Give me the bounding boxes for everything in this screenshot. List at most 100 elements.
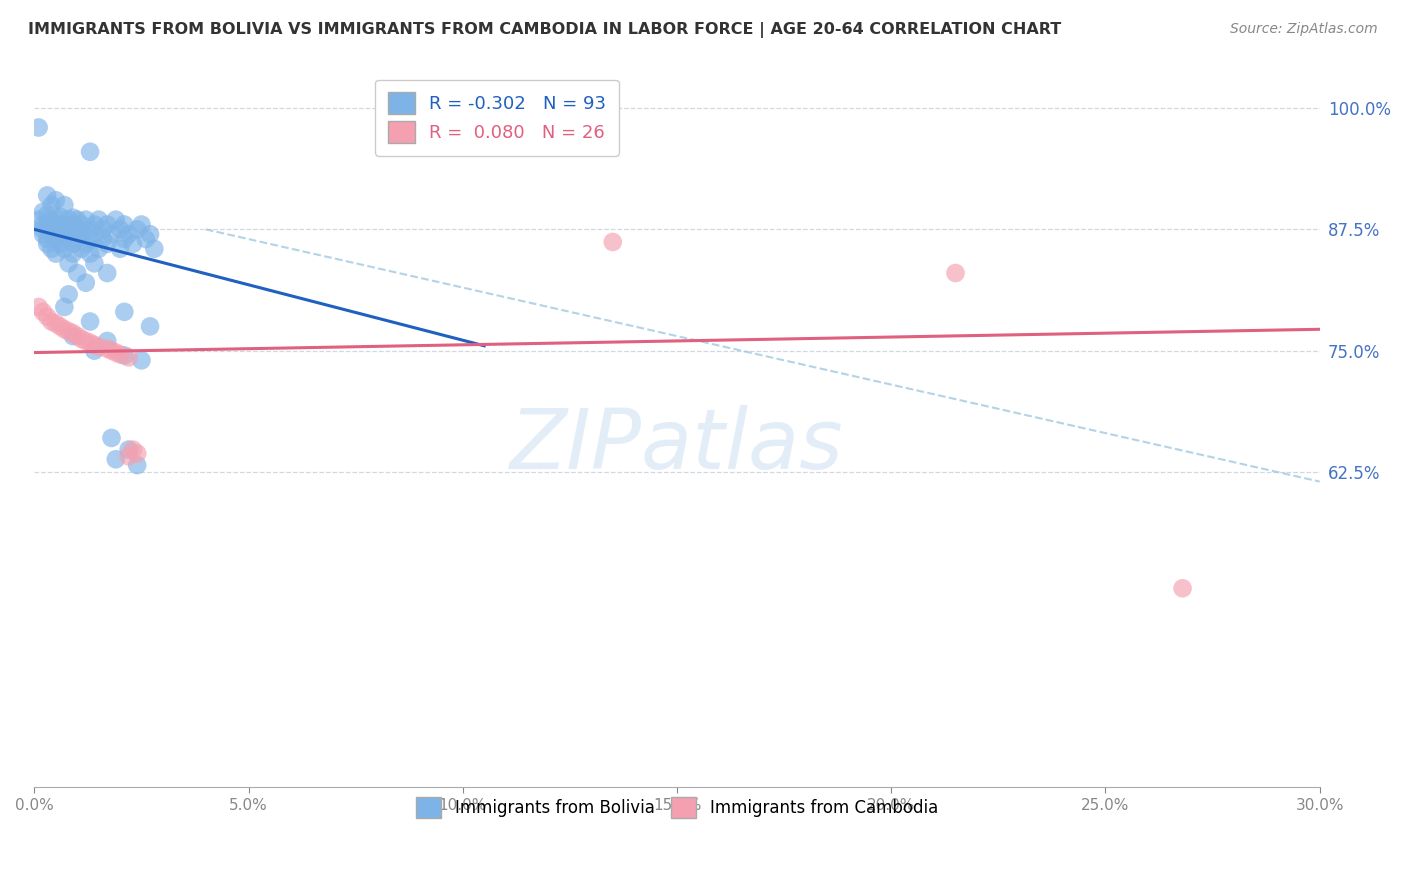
- Point: [66, 222, 89, 236]
- Point: [49, 218, 72, 232]
- Point: [58, 212, 80, 227]
- Point: [41, 242, 63, 256]
- Point: [49, 222, 72, 236]
- Point: [32, 222, 55, 236]
- Point: [139, 227, 162, 242]
- Point: [37, 208, 59, 222]
- Point: [37, 236, 59, 251]
- Point: [87, 212, 110, 227]
- Point: [87, 340, 110, 354]
- Point: [108, 222, 131, 236]
- Point: [131, 218, 153, 232]
- Point: [83, 218, 105, 232]
- Point: [127, 458, 149, 472]
- Point: [91, 222, 114, 236]
- Point: [37, 310, 59, 324]
- Point: [53, 198, 76, 212]
- Point: [127, 222, 149, 236]
- Point: [45, 246, 67, 260]
- Point: [53, 218, 76, 232]
- Point: [112, 232, 135, 246]
- Point: [1171, 582, 1194, 596]
- Point: [79, 335, 101, 350]
- Point: [37, 222, 59, 236]
- Point: [41, 212, 63, 227]
- Point: [131, 353, 153, 368]
- Point: [602, 235, 624, 249]
- Point: [62, 329, 84, 343]
- Point: [53, 232, 76, 246]
- Text: ZIPatlas: ZIPatlas: [510, 405, 844, 486]
- Point: [79, 246, 101, 260]
- Point: [66, 212, 89, 227]
- Point: [27, 120, 49, 135]
- Point: [135, 232, 157, 246]
- Point: [75, 236, 97, 251]
- Point: [45, 194, 67, 208]
- Point: [104, 452, 127, 467]
- Point: [117, 450, 139, 464]
- Point: [45, 218, 67, 232]
- Point: [91, 232, 114, 246]
- Point: [108, 347, 131, 361]
- Point: [75, 212, 97, 227]
- Point: [108, 242, 131, 256]
- Point: [45, 317, 67, 331]
- Point: [79, 232, 101, 246]
- Point: [122, 236, 145, 251]
- Point: [62, 211, 84, 225]
- Point: [96, 266, 118, 280]
- Point: [53, 300, 76, 314]
- Point: [27, 300, 49, 314]
- Point: [32, 305, 55, 319]
- Point: [70, 227, 93, 242]
- Point: [32, 218, 55, 232]
- Point: [70, 242, 93, 256]
- Point: [53, 222, 76, 236]
- Point: [104, 212, 127, 227]
- Point: [83, 338, 105, 352]
- Point: [32, 227, 55, 242]
- Point: [49, 236, 72, 251]
- Point: [37, 218, 59, 232]
- Point: [41, 198, 63, 212]
- Point: [49, 319, 72, 334]
- Point: [62, 246, 84, 260]
- Point: [117, 442, 139, 457]
- Point: [45, 212, 67, 227]
- Point: [100, 431, 122, 445]
- Point: [112, 349, 135, 363]
- Point: [37, 188, 59, 202]
- Point: [117, 227, 139, 242]
- Point: [62, 236, 84, 251]
- Text: Source: ZipAtlas.com: Source: ZipAtlas.com: [1230, 22, 1378, 37]
- Point: [122, 442, 145, 457]
- Point: [62, 218, 84, 232]
- Point: [127, 446, 149, 460]
- Point: [41, 314, 63, 328]
- Legend: Immigrants from Bolivia, Immigrants from Cambodia: Immigrants from Bolivia, Immigrants from…: [408, 789, 946, 826]
- Point: [100, 343, 122, 358]
- Point: [37, 232, 59, 246]
- Point: [83, 227, 105, 242]
- Text: IMMIGRANTS FROM BOLIVIA VS IMMIGRANTS FROM CAMBODIA IN LABOR FORCE | AGE 20-64 C: IMMIGRANTS FROM BOLIVIA VS IMMIGRANTS FR…: [28, 22, 1062, 38]
- Point: [96, 334, 118, 348]
- Point: [96, 218, 118, 232]
- Point: [41, 227, 63, 242]
- Point: [104, 345, 127, 359]
- Point: [79, 314, 101, 328]
- Point: [58, 324, 80, 338]
- Point: [70, 218, 93, 232]
- Point: [87, 242, 110, 256]
- Point: [58, 256, 80, 270]
- Point: [96, 236, 118, 251]
- Point: [75, 276, 97, 290]
- Point: [117, 351, 139, 365]
- Point: [83, 256, 105, 270]
- Point: [945, 266, 967, 280]
- Point: [66, 329, 89, 343]
- Point: [53, 322, 76, 336]
- Point: [62, 227, 84, 242]
- Point: [53, 227, 76, 242]
- Point: [53, 242, 76, 256]
